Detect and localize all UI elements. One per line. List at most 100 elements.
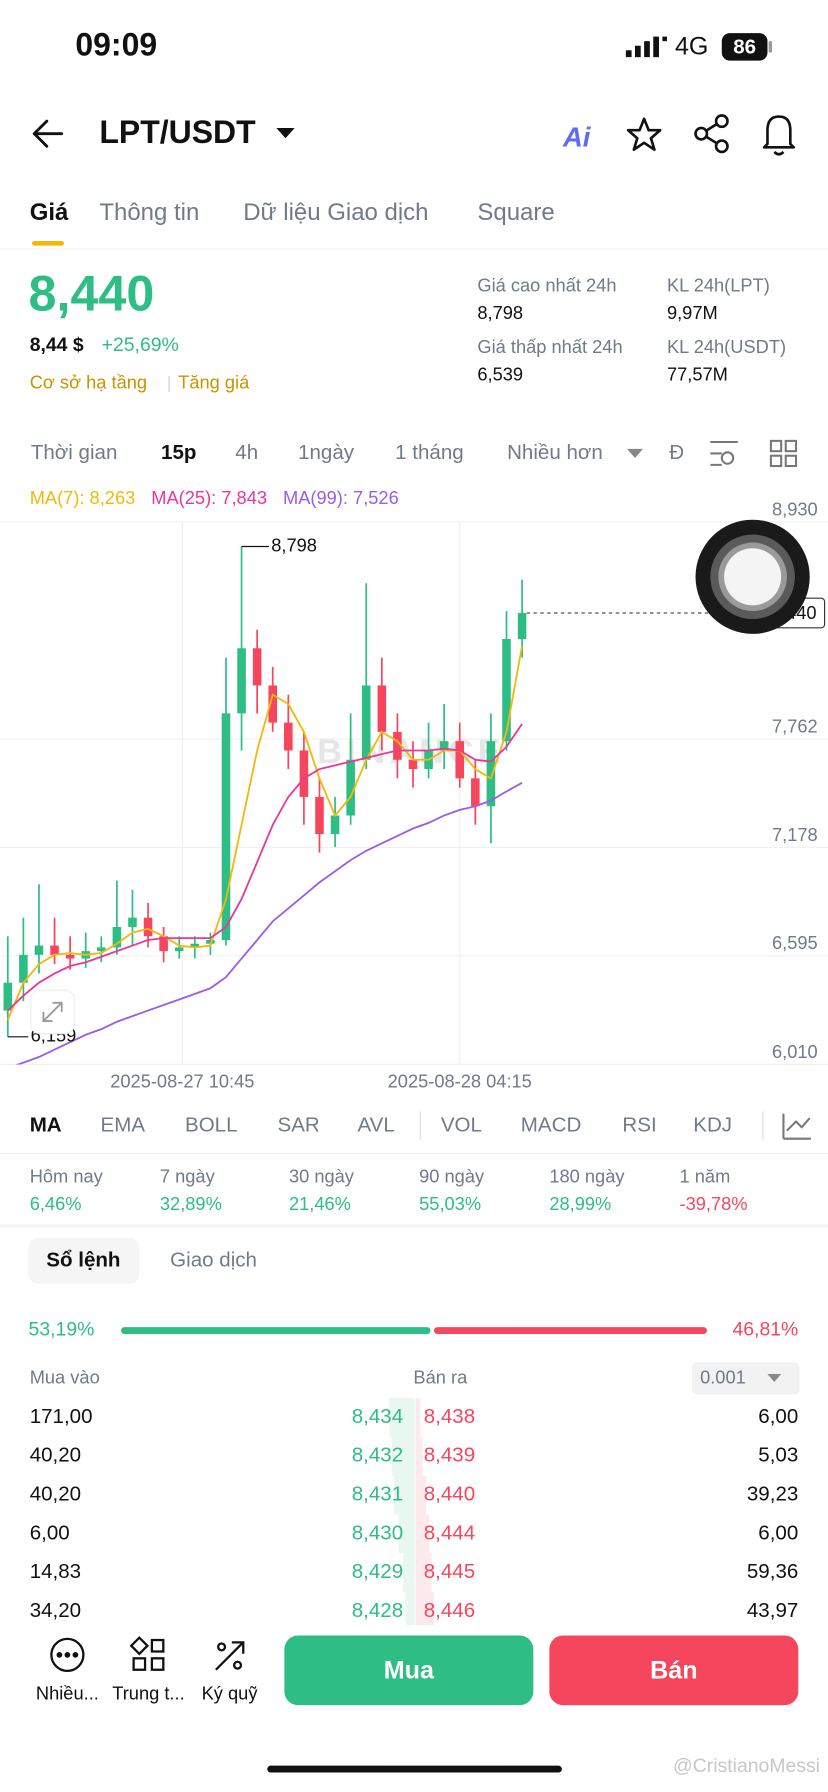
candle-body [361, 685, 371, 760]
indicator-tab[interactable]: AVL [357, 1114, 394, 1137]
performance-value: 28,99% [549, 1193, 611, 1214]
active-orderbook-tab[interactable] [28, 1238, 140, 1284]
candle-body [3, 982, 13, 1011]
interval[interactable]: 15p [161, 441, 196, 464]
interval[interactable]: 1ngày [298, 441, 355, 464]
candle-body [439, 741, 449, 751]
battery-icon [721, 33, 768, 61]
performance-label: 180 ngày [549, 1165, 625, 1186]
x-tick-label: 2025-08-28 04:15 [388, 1071, 532, 1092]
buy-button[interactable] [284, 1635, 534, 1706]
sell-ratio-bar [433, 1327, 707, 1334]
candle-body [128, 917, 137, 927]
indicator-tab[interactable]: EMA [101, 1114, 146, 1137]
pair-dropdown[interactable] [276, 127, 295, 139]
tab[interactable]: Square [477, 199, 554, 226]
interval[interactable]: Nhiều hơn [507, 441, 603, 464]
back-button[interactable] [32, 119, 64, 148]
precision-selector[interactable] [692, 1362, 800, 1395]
buy-price: 8,432 [352, 1444, 403, 1467]
legend-entry: MA(25): 7,843 [151, 487, 267, 508]
pair-title[interactable]: LPT/USDT [99, 114, 256, 150]
performance-value: 32,89% [160, 1193, 222, 1214]
indicator-tab[interactable]: SAR [278, 1114, 320, 1137]
performance-value: 55,03% [419, 1193, 481, 1214]
sell-depth [415, 1397, 421, 1437]
interval[interactable]: 1 tháng [395, 441, 464, 464]
tag[interactable]: Tăng giá [178, 372, 250, 393]
candle-body [377, 685, 387, 732]
tab[interactable]: Thông tin [99, 199, 199, 226]
candle-body [252, 648, 262, 686]
indicator-tab[interactable]: MACD [521, 1114, 582, 1137]
center-icon[interactable] [129, 1636, 165, 1671]
price-change: +25,69% [102, 334, 179, 356]
sell-quantity: 6,00 [758, 1405, 798, 1428]
buy-quantity: 171,00 [30, 1405, 93, 1428]
candle-body [393, 731, 402, 760]
more-icon[interactable] [50, 1637, 85, 1673]
max-label: 8,798 [271, 534, 317, 555]
buy-price: 8,434 [352, 1405, 403, 1428]
indicator-tab[interactable]: BOLL [185, 1114, 238, 1137]
stat-label: Giá cao nhất 24h [477, 275, 616, 296]
sell-ratio: 46,81% [732, 1319, 798, 1341]
buy-depth [403, 1553, 415, 1593]
chart-settings-button[interactable] [710, 440, 738, 466]
ai-button[interactable]: Ai [562, 122, 592, 153]
margin-icon[interactable] [215, 1641, 245, 1671]
interval[interactable]: Thời gian [31, 441, 118, 464]
indicator-settings-button[interactable] [782, 1113, 811, 1140]
interval[interactable]: Đ [669, 441, 684, 464]
orderbook-tab[interactable]: Giao dịch [170, 1248, 257, 1271]
favorite-button[interactable] [626, 117, 662, 151]
interval[interactable]: 4h [235, 441, 258, 464]
sell-button[interactable] [549, 1635, 799, 1706]
assistive-touch[interactable] [695, 519, 810, 634]
indicator-tab[interactable]: MA [30, 1114, 62, 1137]
candle-body [284, 722, 293, 751]
indicator-tab[interactable]: KDJ [693, 1114, 732, 1137]
ma-line [7, 723, 523, 1012]
buy-quantity: 34,20 [30, 1599, 81, 1622]
candle-body [471, 778, 480, 807]
stat-value: 8,798 [477, 302, 523, 323]
alert-button[interactable] [762, 115, 796, 156]
y-tick-label: 6,010 [772, 1041, 818, 1062]
share-button[interactable] [694, 114, 729, 154]
plot-area [3, 546, 527, 1065]
layout-button[interactable] [769, 439, 798, 468]
performance-label: 7 ngày [160, 1165, 216, 1186]
candle-body [34, 945, 44, 955]
tag[interactable]: Cơ sở hạ tầng [30, 372, 147, 393]
tab[interactable]: Giá [30, 199, 69, 226]
footer-action[interactable]: Ký quỹ [202, 1683, 259, 1704]
precision-dropdown[interactable] [767, 1373, 782, 1382]
performance-label: Hôm nay [30, 1165, 104, 1186]
buy-depth [389, 1397, 415, 1437]
candle-body [97, 947, 106, 952]
indicator-tab[interactable]: RSI [622, 1114, 656, 1137]
buy-button-label[interactable]: Mua [384, 1657, 435, 1685]
buy-quantity: 6,00 [30, 1521, 70, 1544]
candle-body [268, 685, 278, 723]
last-price: 8,440 [29, 265, 155, 321]
home-indicator [267, 1765, 562, 1773]
sell-quantity: 6,00 [758, 1521, 798, 1544]
performance-label: 1 năm [680, 1165, 731, 1186]
sell-depth [415, 1553, 432, 1593]
indicator-tab[interactable]: VOL [441, 1114, 482, 1137]
footer-action[interactable]: Trung t... [112, 1683, 184, 1704]
buy-price: 8,428 [352, 1599, 403, 1622]
section-divider [0, 1224, 828, 1228]
sell-button-label[interactable]: Bán [650, 1657, 697, 1685]
footer-action[interactable]: Nhiều... [36, 1683, 99, 1704]
sell-quantity: 43,97 [747, 1599, 798, 1622]
tab[interactable]: Dữ liệu Giao dịch [243, 199, 428, 226]
buy-quantity: 40,20 [30, 1444, 81, 1467]
more-dropdown[interactable] [626, 448, 643, 459]
precision[interactable]: 0.001 [700, 1366, 746, 1387]
battery-level: 86 [733, 35, 756, 58]
orderbook-tab[interactable]: Sổ lệnh [46, 1248, 120, 1271]
